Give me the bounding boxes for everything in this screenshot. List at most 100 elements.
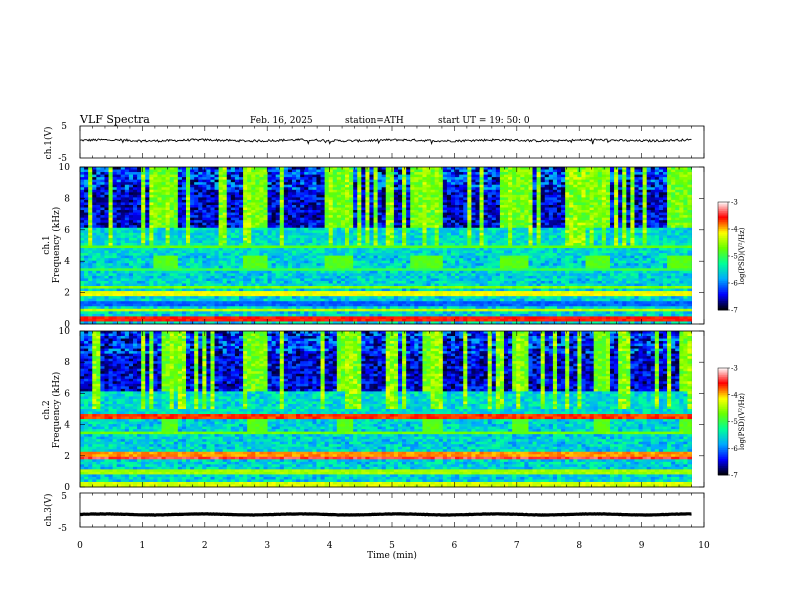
spectrogram-cell [609,204,615,208]
spectrogram-cell [573,179,578,183]
spectrogram-cell [340,189,346,193]
spectrogram-cell [210,227,215,231]
spectrogram-cell [658,169,664,173]
spectrogram-cell [597,207,603,211]
spectrogram-cell [475,169,480,173]
spectrogram-cell [190,220,195,224]
spectrogram-cell [397,177,403,181]
spectrogram-cell [642,194,648,198]
spectrogram-cell [459,217,464,221]
spectrogram-cell [675,184,680,188]
spectrogram-cell [165,182,171,186]
spectrogram-cell [324,174,330,178]
spectrogram-cell [271,242,277,246]
spectrogram-cell [581,169,586,173]
spectrogram-cell [434,174,440,178]
spectrogram-cell [605,199,611,203]
spectrogram-cell [222,207,228,211]
spectrogram-cell [385,235,391,239]
spectrogram-cell [487,199,493,203]
spectrogram-cell [646,167,652,170]
spectrogram-cell [508,240,513,244]
spectrogram-cell [357,240,362,244]
spectrogram-cell [340,204,346,208]
spectrogram-cell [296,207,301,211]
spectrogram-cell [169,215,175,219]
spectrogram-cell [124,248,130,251]
spectrogram-cell [344,187,350,191]
spectrogram-cell [573,242,578,246]
spectrogram-cell [422,172,427,175]
spectrogram-cell [671,199,676,203]
spectrogram-cell [112,242,118,246]
spectrogram-cell [332,199,338,203]
spectrogram-cell [389,230,395,234]
spectrogram-cell [361,187,366,191]
spectrogram-cell [471,167,476,170]
spectrogram-cell [263,187,268,191]
spectrogram-cell [459,240,464,244]
spectrogram-cell [320,222,326,226]
spectrogram-cell [340,217,346,221]
spectrogram-cell [226,242,232,246]
spectrogram-cell [275,225,281,229]
spectrogram-cell [634,172,639,175]
spectrogram-cell [479,194,485,198]
spectrogram-cell [214,250,220,254]
spectrogram-cell [536,237,542,241]
spectrogram-cell [357,182,362,186]
spectrogram-cell [467,184,472,188]
spectrogram-cell [622,169,627,173]
spectrogram-cell [512,248,517,251]
spectrogram-cell [658,248,664,251]
spectrogram-cell [80,187,85,191]
spectrogram-cell [385,184,391,188]
spectrogram-cell [222,240,228,244]
spectrogram-cell [687,232,692,236]
spectrogram-cell [471,172,476,175]
spectrogram-cell [230,199,236,203]
spectrogram-cell [438,220,444,224]
spectrogram-cell [186,189,191,193]
spectrogram-cell [622,242,627,246]
spectrogram-cell [116,174,122,178]
spectrogram-cell [455,237,460,241]
spectrogram-cell [332,194,338,198]
spectrogram-cell [577,174,582,178]
spectrogram-cell [112,220,118,224]
spectrogram-cell [165,202,171,206]
spectrogram-cell [499,199,505,203]
spectrogram-cell [255,225,260,229]
spectrogram-cell [173,182,179,186]
spectrogram-cell [667,227,672,231]
spectrogram-cell [626,192,631,196]
spectrogram-cell [495,174,501,178]
spectrogram-cell [650,169,656,173]
spectrogram-cell [662,240,668,244]
spectrogram-cell [601,202,607,206]
spectrogram-cell [332,215,338,219]
spectrogram-cell [186,235,191,239]
spectrogram-cell [569,232,574,236]
spectrogram-cell [410,192,415,196]
spectrogram-cell [357,169,362,173]
spectrogram-cell [426,192,432,196]
spectrogram-cell [255,177,260,181]
spectrogram-cell [512,222,517,226]
spectrogram-cell [377,184,383,188]
spectrogram-cell [422,222,427,226]
spectrogram-cell [357,199,362,203]
spectrogram-cell [165,232,171,236]
spectrogram-cell [642,202,648,206]
spectrogram-cell [455,230,460,234]
spectrogram-cell [108,225,114,229]
spectrogram-cell [658,177,664,181]
spectrogram-cell [614,225,619,229]
spectrogram-cell [548,245,554,249]
spectrogram-cell [157,227,162,231]
spectrogram-cell [573,184,578,188]
spectrogram-cell [426,199,432,203]
spectrogram-cell [124,225,130,229]
spectrogram-cell [658,182,664,186]
spectrogram-cell [402,184,407,188]
